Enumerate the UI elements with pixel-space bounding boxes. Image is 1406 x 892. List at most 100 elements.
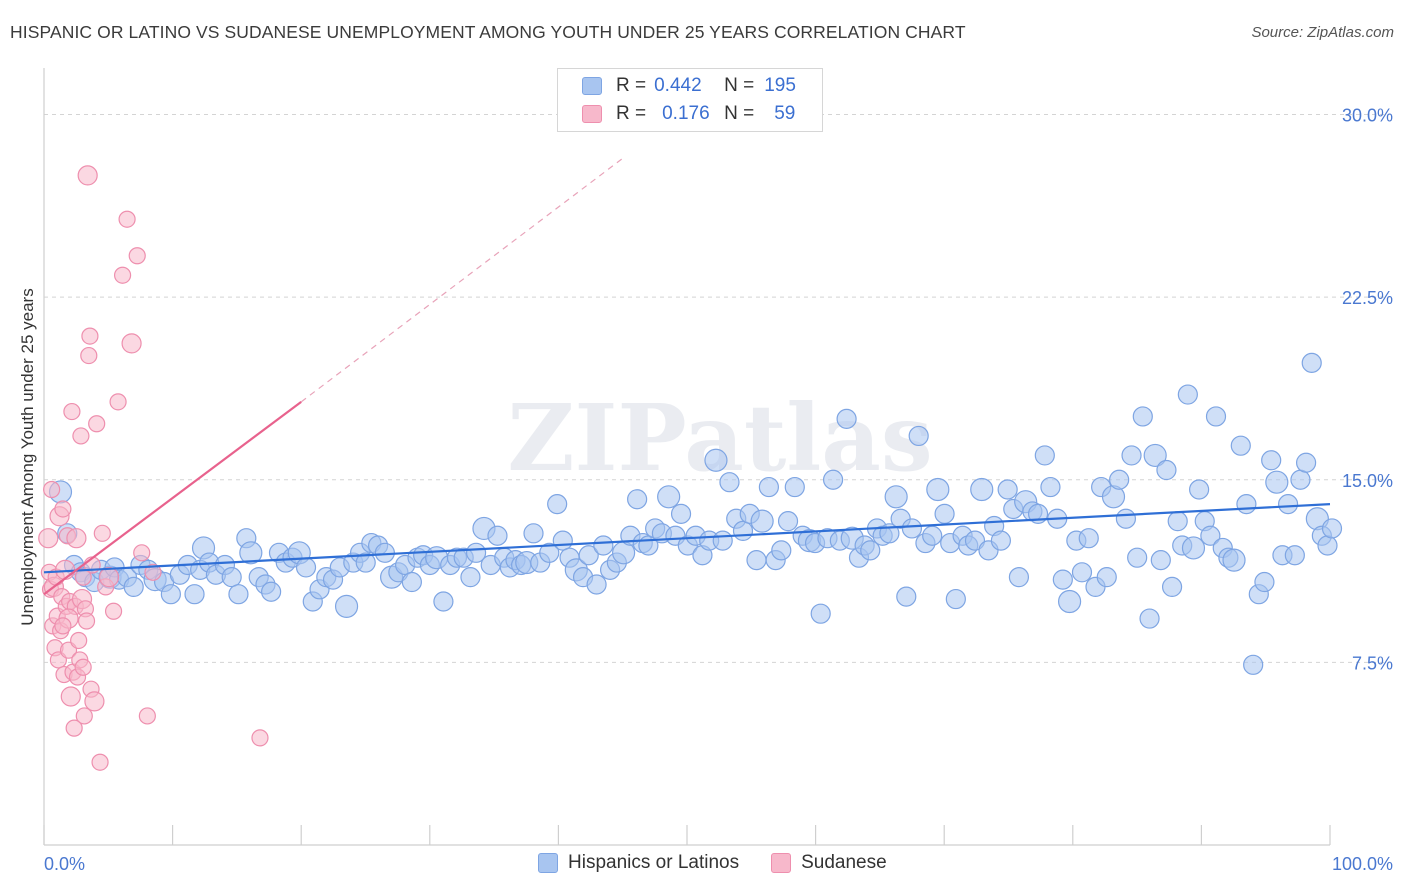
hispanics-point <box>1034 445 1055 466</box>
legend-item-hispanics[interactable]: Hispanics or Latinos <box>538 852 739 874</box>
sudanese-point <box>121 333 142 354</box>
hispanics-point <box>732 520 754 541</box>
hispanics-point <box>578 545 599 566</box>
hispanics-point <box>1078 528 1099 549</box>
legend-n-label: N = <box>724 103 755 124</box>
sudanese-point <box>66 528 87 549</box>
sudanese-point <box>77 165 98 186</box>
hispanics-point <box>539 542 560 563</box>
hispanics-point <box>184 584 205 605</box>
hispanics-point <box>997 479 1018 500</box>
hispanics-point <box>261 581 282 602</box>
hispanics-point <box>822 469 844 490</box>
sudanese-point <box>251 729 269 747</box>
hispanics-point <box>1008 567 1030 588</box>
hispanics-point <box>945 588 966 610</box>
sudanese-trend-line <box>43 400 302 596</box>
hispanics-point <box>1290 469 1311 490</box>
hispanics-point <box>1222 548 1246 572</box>
hispanics-point <box>1200 525 1221 546</box>
series-legend: Hispanics or Latinos Sudanese <box>538 852 919 874</box>
hispanics-point <box>1236 494 1257 515</box>
sudanese-point <box>38 528 59 549</box>
hispanics-point <box>1254 571 1275 593</box>
sudanese-point <box>109 393 127 411</box>
sudanese-point <box>91 753 109 771</box>
hispanics-point <box>1161 576 1183 597</box>
y-tick-label-1: 15.0% <box>1342 471 1393 491</box>
x-tick-label-1: 100.0% <box>1332 854 1393 874</box>
hispanics-point <box>1121 445 1142 466</box>
sudanese-point <box>104 602 123 620</box>
series-sudanese-points <box>38 165 269 771</box>
sudanese-point <box>93 524 111 542</box>
legend-r-value: 0.176 <box>662 103 710 124</box>
hispanics-point <box>750 509 774 533</box>
sudanese-point <box>84 691 105 712</box>
hispanics-point <box>1301 352 1322 373</box>
legend-label-sudanese: Sudanese <box>801 852 887 873</box>
hispanics-point <box>1132 406 1153 427</box>
hispanics-point <box>896 586 917 607</box>
hispanics-point <box>460 567 481 588</box>
hispanics-point <box>1189 479 1210 500</box>
sudanese-point <box>98 567 120 588</box>
sudanese-point <box>65 719 83 737</box>
sudanese-point <box>80 346 98 365</box>
sudanese-point <box>70 631 88 650</box>
hispanics-point <box>712 530 733 551</box>
hispanics-point <box>1156 459 1177 481</box>
hispanics-point <box>1181 536 1206 560</box>
hispanics-point <box>670 503 692 524</box>
hispanics-point <box>1139 608 1160 629</box>
legend-row-hispanics: R = 0.442 N = 195 <box>582 73 796 99</box>
sudanese-point <box>81 327 99 345</box>
sudanese-point <box>118 210 136 228</box>
axes <box>43 68 1331 846</box>
hispanics-point <box>1205 406 1227 427</box>
sudanese-point <box>113 266 132 284</box>
legend-label-hispanics: Hispanics or Latinos <box>568 852 740 873</box>
legend-r-label: R = <box>616 103 647 124</box>
sudanese-point <box>43 480 61 499</box>
hispanics-point <box>704 448 728 472</box>
watermark: ZIPatlas <box>507 384 932 492</box>
hispanics-point <box>657 485 681 509</box>
legend-item-sudanese[interactable]: Sudanese <box>771 852 887 874</box>
hispanics-point <box>777 511 799 532</box>
sudanese-point <box>88 415 106 433</box>
hispanics-point <box>1057 589 1082 614</box>
sudanese-point <box>128 247 146 265</box>
hispanics-point <box>334 594 359 618</box>
sudanese-point <box>75 707 93 725</box>
hispanics-point <box>970 477 994 502</box>
sudanese-point <box>144 563 162 581</box>
hispanics-point <box>1115 508 1137 529</box>
hispanics-trend-line <box>43 503 1331 574</box>
y-tick-label-0: 7.5% <box>1352 653 1393 673</box>
sudanese-point <box>60 686 81 707</box>
hispanics-point <box>1230 435 1251 456</box>
hispanics-point <box>926 477 950 502</box>
sudanese-point <box>138 707 156 725</box>
hispanics-point <box>1052 569 1073 590</box>
y-tick-label-2: 22.5% <box>1342 288 1393 308</box>
hispanics-point <box>1177 384 1198 405</box>
hispanics-point <box>758 476 779 498</box>
stats-legend: R = 0.442 N = 195 R = 0.176 N = 59 <box>557 68 823 132</box>
sudanese-point <box>54 500 72 518</box>
hispanics-point <box>719 472 740 493</box>
hispanics-point <box>239 541 263 565</box>
hispanics-point <box>1284 545 1305 566</box>
hispanics-point <box>908 425 929 447</box>
legend-swatch-hispanics <box>582 77 602 95</box>
hispanics-point <box>1243 654 1264 675</box>
hispanics-point <box>1040 476 1061 498</box>
sudanese-point <box>63 402 81 421</box>
hispanics-point <box>295 557 317 578</box>
trend-lines <box>43 157 1331 596</box>
hispanics-point <box>860 540 881 561</box>
hispanics-point <box>1167 511 1188 532</box>
hispanics-point <box>1109 469 1130 490</box>
